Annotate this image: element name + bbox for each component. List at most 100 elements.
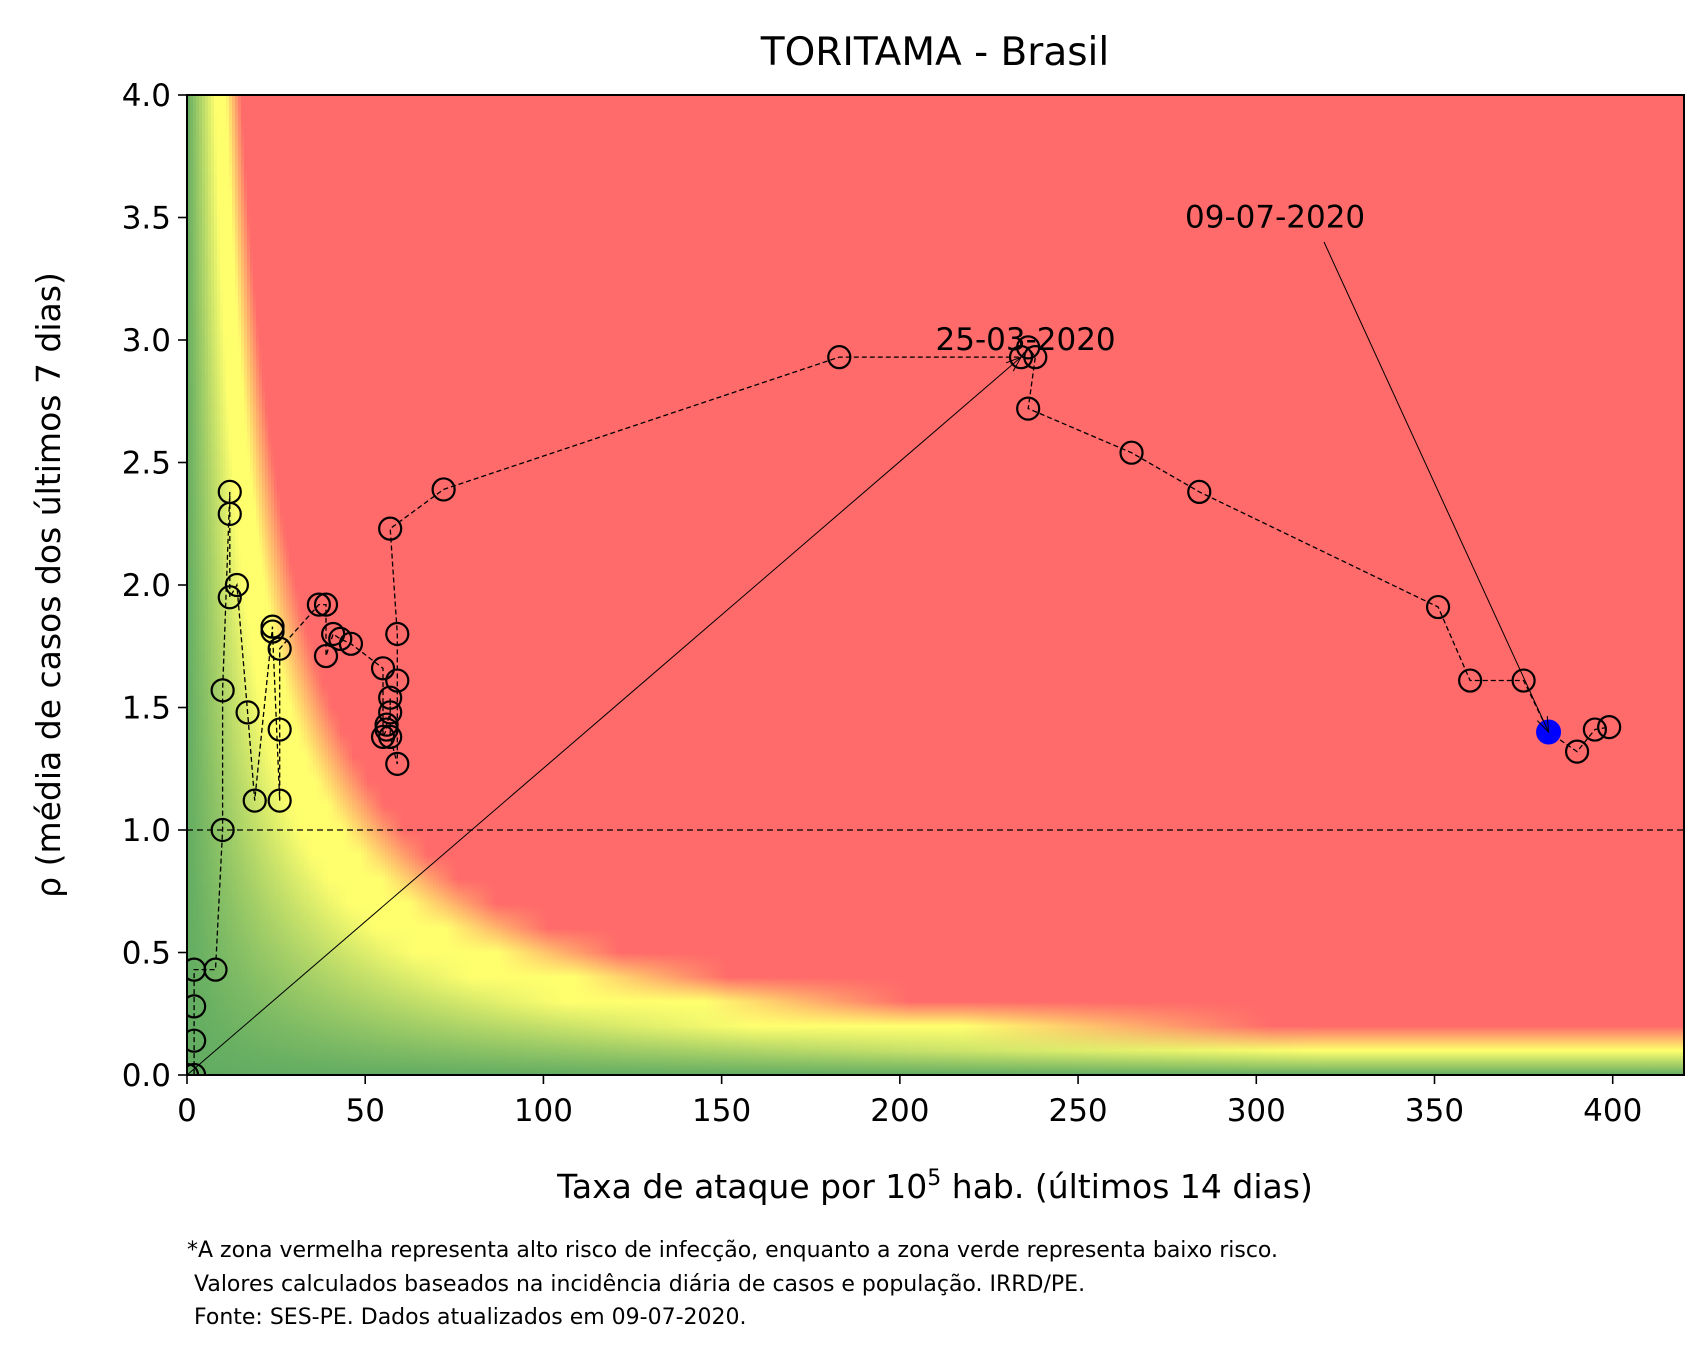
risk-strip	[661, 95, 665, 1075]
risk-strip	[1543, 95, 1547, 1075]
risk-strip	[1030, 95, 1034, 1075]
risk-strip	[1375, 95, 1379, 1075]
risk-strip	[961, 95, 965, 1075]
risk-strip	[850, 95, 854, 1075]
risk-strip	[745, 95, 749, 1075]
risk-strip	[1408, 95, 1412, 1075]
footnote-line-3: Fonte: SES-PE. Dados atualizados em 09-0…	[187, 1305, 747, 1330]
risk-strip	[1492, 95, 1496, 1075]
risk-strip	[415, 95, 419, 1075]
risk-strip	[1369, 95, 1373, 1075]
risk-strip	[565, 95, 569, 1075]
x-axis: 0 50 100 150 200 250 300 350 400	[177, 1075, 1642, 1129]
risk-strip	[430, 95, 434, 1075]
data-point	[1458, 668, 1483, 693]
risk-strip	[1513, 95, 1517, 1075]
risk-strip	[904, 95, 908, 1075]
data-point	[267, 788, 292, 813]
risk-strip	[592, 95, 596, 1075]
risk-strip	[988, 95, 992, 1075]
risk-strip	[685, 95, 689, 1075]
risk-strip	[466, 95, 470, 1075]
risk-strip	[1507, 95, 1511, 1075]
risk-strip	[910, 95, 914, 1075]
risk-strip	[1063, 95, 1067, 1075]
risk-strip	[1504, 95, 1508, 1075]
risk-strip	[808, 95, 812, 1075]
risk-strip	[1300, 95, 1304, 1075]
risk-strip	[226, 95, 230, 1075]
risk-strip	[1453, 95, 1457, 1075]
risk-strip	[640, 95, 644, 1075]
risk-strip	[1126, 95, 1130, 1075]
risk-strip	[955, 95, 959, 1075]
risk-strip	[397, 95, 401, 1075]
risk-strip	[1222, 95, 1226, 1075]
risk-strip	[373, 95, 377, 1075]
risk-strip	[328, 95, 332, 1075]
risk-strip	[1516, 95, 1520, 1075]
y-axis-label: ρ (média de casos dos últimos 7 dias)	[29, 272, 68, 898]
risk-strip	[1120, 95, 1124, 1075]
risk-strip	[1096, 95, 1100, 1075]
risk-strip	[673, 95, 677, 1075]
risk-strip	[757, 95, 761, 1075]
risk-strip	[646, 95, 650, 1075]
risk-strip	[391, 95, 395, 1075]
risk-strip	[421, 95, 425, 1075]
footnote-line-1: *A zona vermelha representa alto risco d…	[187, 1238, 1278, 1263]
x-tick-label: 200	[870, 1093, 929, 1129]
risk-strip	[586, 95, 590, 1075]
risk-strip	[952, 95, 956, 1075]
risk-strip	[829, 95, 833, 1075]
x-tick-label: 300	[1227, 1093, 1286, 1129]
risk-strip	[445, 95, 449, 1075]
risk-strip	[1417, 95, 1421, 1075]
risk-strip	[1228, 95, 1232, 1075]
risk-strip	[682, 95, 686, 1075]
risk-strip	[1495, 95, 1499, 1075]
risk-strip	[1147, 95, 1151, 1075]
risk-strip	[187, 95, 191, 1075]
risk-strip	[832, 95, 836, 1075]
risk-strip	[970, 95, 974, 1075]
risk-strip	[358, 95, 362, 1075]
risk-strip	[1483, 95, 1487, 1075]
risk-strip	[1654, 95, 1658, 1075]
risk-strip	[484, 95, 488, 1075]
risk-strip	[1330, 95, 1334, 1075]
risk-strip	[1429, 95, 1433, 1075]
risk-strip	[313, 95, 317, 1075]
risk-strip	[472, 95, 476, 1075]
risk-strip	[1225, 95, 1229, 1075]
risk-strip	[508, 95, 512, 1075]
risk-strip	[1027, 95, 1031, 1075]
risk-strip	[559, 95, 563, 1075]
risk-strip	[1198, 95, 1202, 1075]
risk-strip	[307, 95, 311, 1075]
risk-strip	[700, 95, 704, 1075]
risk-strip	[835, 95, 839, 1075]
risk-strip	[463, 95, 467, 1075]
risk-strip	[319, 95, 323, 1075]
risk-strip	[1441, 95, 1445, 1075]
risk-strip	[1123, 95, 1127, 1075]
risk-strip	[1234, 95, 1238, 1075]
risk-strip	[439, 95, 443, 1075]
risk-strip	[913, 95, 917, 1075]
risk-strip	[385, 95, 389, 1075]
risk-strip	[1618, 95, 1622, 1075]
risk-strip	[1396, 95, 1400, 1075]
risk-strip	[301, 95, 305, 1075]
data-point	[1187, 479, 1212, 504]
risk-strip	[1594, 95, 1598, 1075]
risk-strip	[1087, 95, 1091, 1075]
risk-strip	[1156, 95, 1160, 1075]
risk-strip	[205, 95, 209, 1075]
risk-strip	[1486, 95, 1490, 1075]
risk-strip	[775, 95, 779, 1075]
y-axis: 0.0 0.5 1.0 1.5 2.0 2.5 3.0 3.5 4.0	[122, 78, 187, 1094]
risk-strip	[1510, 95, 1514, 1075]
risk-strip	[1681, 95, 1684, 1075]
series-layer	[187, 335, 1622, 1075]
